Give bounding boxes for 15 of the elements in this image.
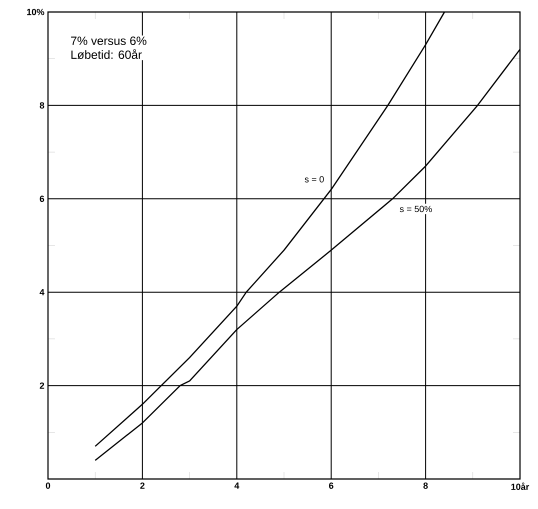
x-tick-label: 10år xyxy=(511,482,530,490)
x-tick-label: 6 xyxy=(329,482,334,489)
x-tick-label: 8 xyxy=(423,482,428,489)
y-tick-label: 10% xyxy=(27,8,44,16)
x-tick-label: 0 xyxy=(46,482,50,489)
y-tick-label: 8 xyxy=(40,102,44,109)
y-tick-label: 2 xyxy=(40,382,44,389)
x-tick-label: 2 xyxy=(140,482,145,489)
y-tick-label: 4 xyxy=(40,289,44,296)
series-label: s = 50% xyxy=(400,206,432,212)
y-tick-label: 6 xyxy=(40,196,44,202)
x-tick-label: 4 xyxy=(234,482,240,489)
annotation: Løbetid: 60år xyxy=(71,49,142,60)
annotation: 7% versus 6% xyxy=(71,36,146,45)
series-label: s = 0 xyxy=(304,176,324,182)
